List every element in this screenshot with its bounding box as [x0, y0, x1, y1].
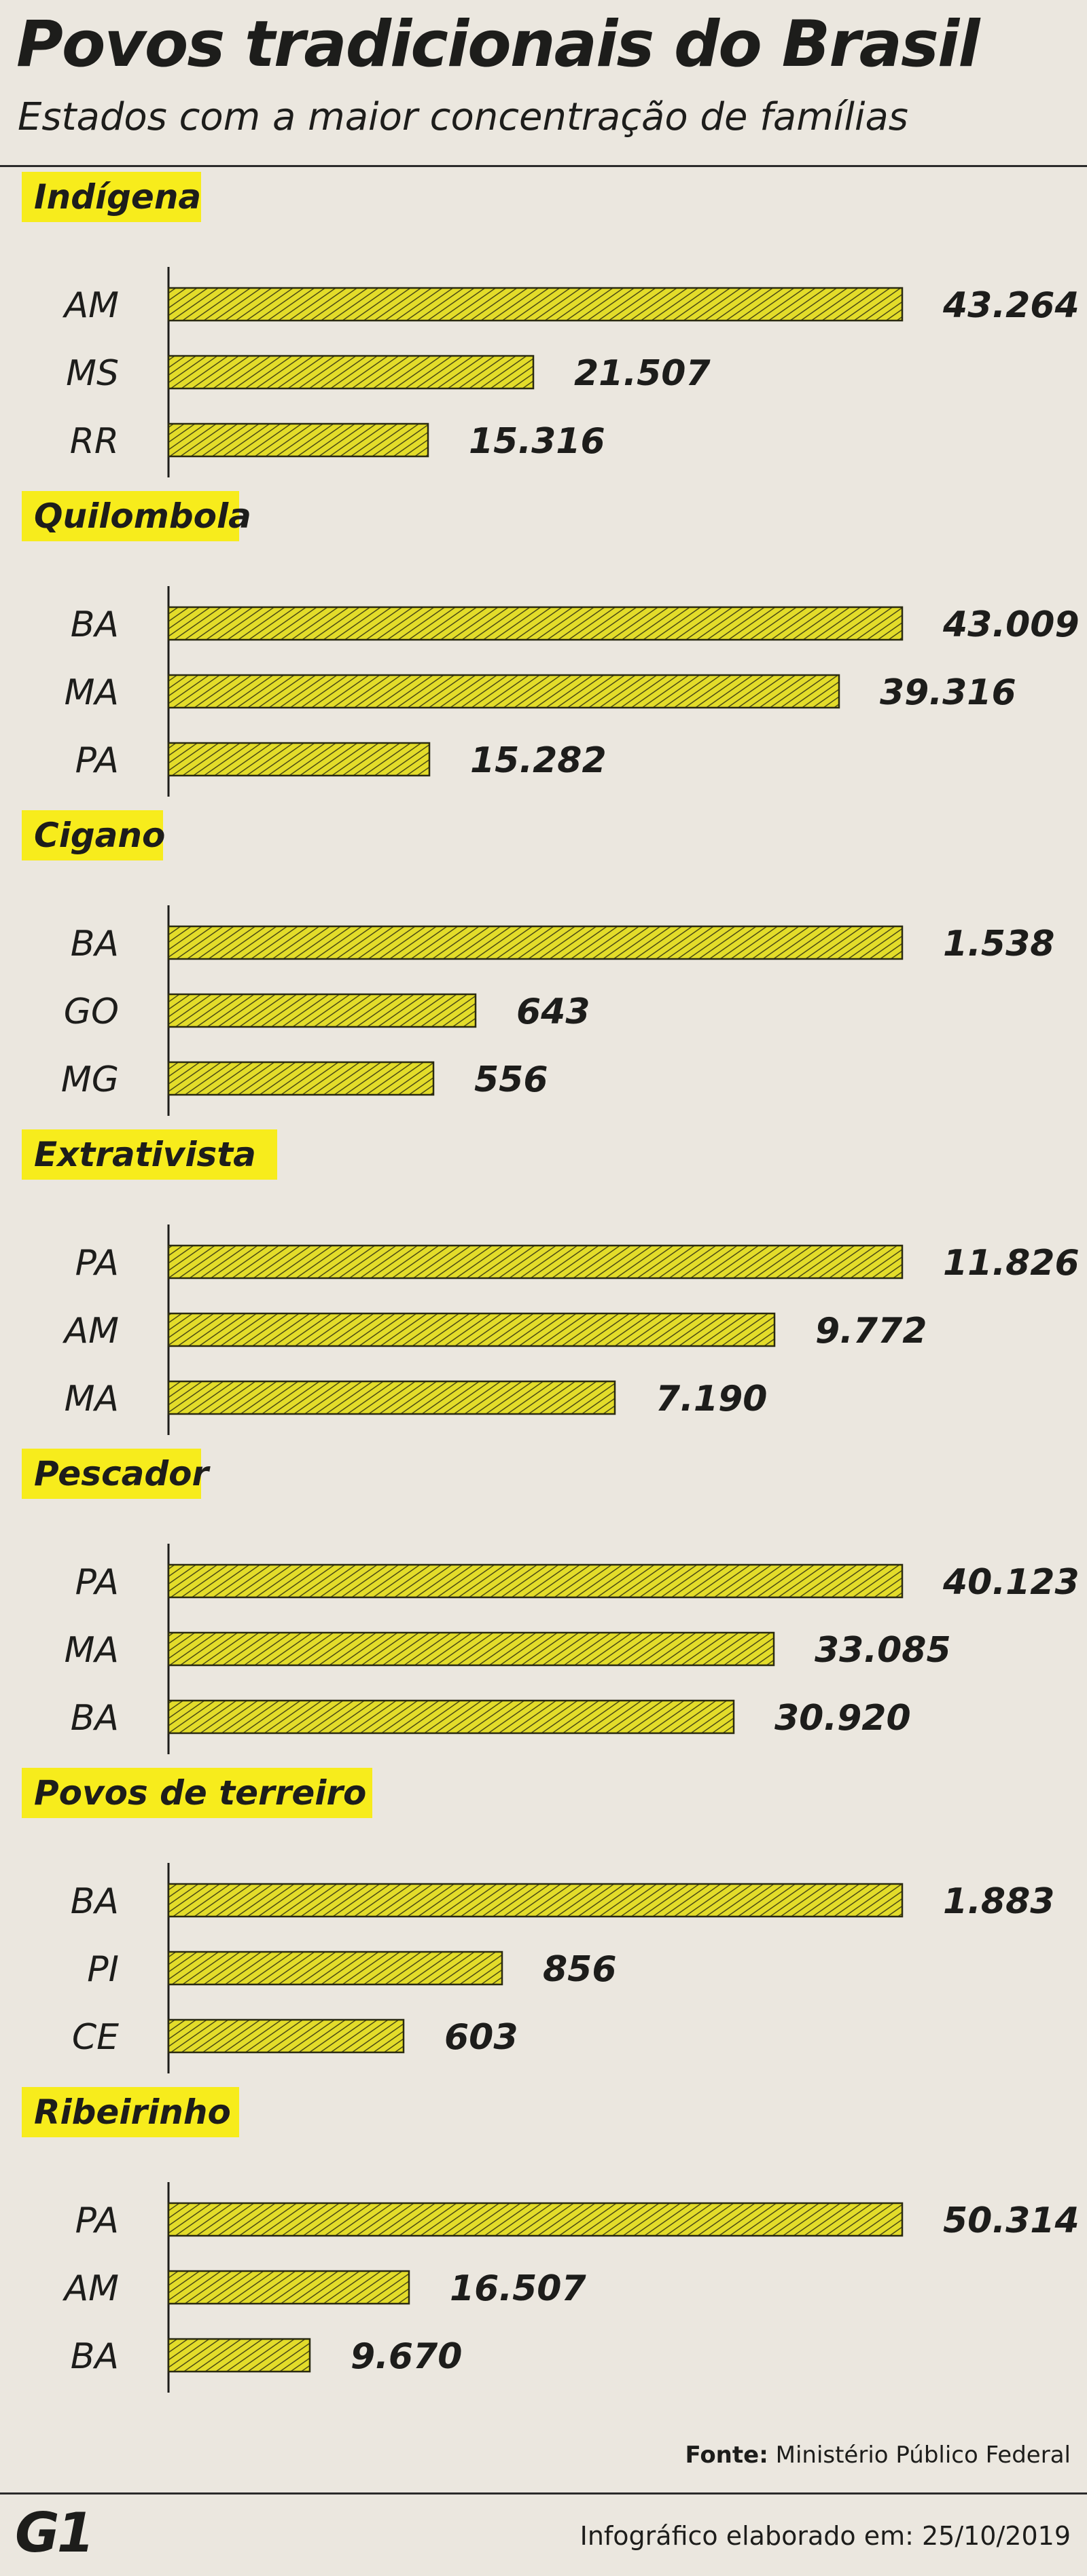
category-label: MA — [65, 1379, 119, 1419]
value-label: 9.772 — [815, 1311, 927, 1352]
category-label: BA — [71, 2336, 119, 2377]
panel-title: Extrativista — [34, 1135, 256, 1174]
bar — [167, 742, 431, 777]
bar — [167, 1244, 904, 1280]
category-label: RR — [70, 421, 119, 462]
category-label: PA — [75, 2200, 119, 2241]
bar — [167, 2270, 410, 2305]
bar — [167, 287, 904, 322]
bar — [167, 1951, 503, 1986]
category-label: BA — [71, 604, 119, 645]
value-label: 43.009 — [942, 604, 1080, 645]
value-label: 643 — [516, 992, 590, 1032]
source-value: Ministério Público Federal — [775, 2442, 1071, 2469]
bar — [167, 2338, 311, 2373]
page-subtitle: Estados com a maior concentração de famí… — [18, 95, 908, 139]
source-label: Fonte: — [685, 2442, 768, 2469]
bar — [167, 1061, 435, 1096]
category-label: PI — [87, 1949, 119, 1990]
value-label: 30.920 — [774, 1698, 911, 1739]
chart-panel-2: Cigano BA 1.538 GO 643 MG 556 — [22, 810, 1054, 1116]
category-label: AM — [63, 2268, 119, 2309]
value-label: 16.507 — [450, 2268, 586, 2309]
g1-logo: G1 — [15, 2501, 94, 2564]
panel-title: Pescador — [34, 1454, 211, 1493]
panel-title: Indígena — [34, 177, 201, 217]
category-label: MS — [66, 353, 119, 394]
bar — [167, 1563, 904, 1599]
value-label: 21.507 — [574, 353, 711, 394]
value-label: 11.826 — [943, 1243, 1080, 1284]
chart-panel-1: Quilombola BA 43.009 MA 39.316 PA 15.282 — [22, 491, 1080, 797]
category-label: MA — [65, 1630, 119, 1671]
panel-title-highlight — [22, 491, 239, 541]
header-divider — [0, 165, 1087, 167]
category-label: BA — [71, 924, 119, 964]
bar — [167, 606, 904, 641]
page-title: Povos tradicionais do Brasil — [16, 7, 980, 81]
bar — [167, 2202, 904, 2237]
value-label: 9.670 — [351, 2336, 462, 2377]
footer-divider — [0, 2492, 1087, 2495]
bar — [167, 1312, 776, 1347]
category-label: PA — [75, 740, 119, 781]
panel-title-highlight — [22, 172, 201, 222]
value-label: 39.316 — [880, 672, 1016, 713]
value-label: 33.085 — [815, 1630, 951, 1671]
value-label: 50.314 — [943, 2200, 1080, 2241]
source-note: Fonte: Ministério Público Federal — [685, 2442, 1071, 2469]
panel-title: Povos de terreiro — [34, 1773, 366, 1813]
bar — [167, 1699, 735, 1735]
bar — [167, 674, 840, 709]
value-label: 556 — [474, 1059, 548, 1100]
category-label: AM — [63, 285, 119, 326]
panel-title-highlight — [22, 1129, 277, 1180]
value-label: 15.282 — [470, 740, 607, 781]
category-label: AM — [63, 1311, 119, 1352]
panel-title: Quilombola — [34, 496, 251, 536]
bar — [167, 2018, 405, 2054]
chart-panel-0: Indígena AM 43.264 MS 21.507 RR 15.316 — [22, 172, 1080, 477]
value-label: 40.123 — [942, 1562, 1080, 1603]
panel-title-highlight — [22, 1768, 372, 1818]
chart-panel-6: Ribeirinho PA 50.314 AM 16.507 BA 9.670 — [22, 2087, 1080, 2393]
chart-panel-5: Povos de terreiro BA 1.883 PI 856 CE 603 — [22, 1768, 1054, 2073]
category-label: CE — [72, 2017, 119, 2058]
bar — [167, 422, 429, 458]
value-label: 856 — [543, 1949, 617, 1990]
panel-title: Ribeirinho — [34, 2092, 231, 2132]
bar — [167, 1631, 775, 1667]
bar — [167, 925, 904, 960]
value-label: 603 — [444, 2017, 518, 2058]
panel-title-highlight — [22, 2087, 239, 2137]
bar — [167, 355, 535, 390]
infographic-date: Infográfico elaborado em: 25/10/2019 — [580, 2521, 1071, 2551]
category-label: PA — [75, 1562, 119, 1603]
bar — [167, 1380, 616, 1415]
chart-panel-3: Extrativista PA 11.826 AM 9.772 MA 7.190 — [22, 1129, 1080, 1435]
chart-panel-4: Pescador PA 40.123 MA 33.085 BA 30.920 — [22, 1449, 1080, 1754]
panel-title: Cigano — [34, 816, 165, 855]
value-label: 15.316 — [469, 421, 605, 462]
bar — [167, 993, 477, 1028]
category-label: BA — [71, 1881, 119, 1922]
category-label: MA — [65, 672, 119, 713]
value-label: 1.538 — [943, 924, 1054, 964]
value-label: 1.883 — [943, 1881, 1054, 1922]
panel-title-highlight — [22, 810, 163, 860]
panel-title-highlight — [22, 1449, 201, 1499]
category-label: BA — [71, 1698, 119, 1739]
value-label: 7.190 — [656, 1379, 767, 1419]
category-label: PA — [75, 1243, 119, 1284]
category-label: MG — [61, 1059, 119, 1100]
bar — [167, 1883, 904, 1918]
value-label: 43.264 — [942, 285, 1080, 326]
category-label: GO — [64, 992, 119, 1032]
